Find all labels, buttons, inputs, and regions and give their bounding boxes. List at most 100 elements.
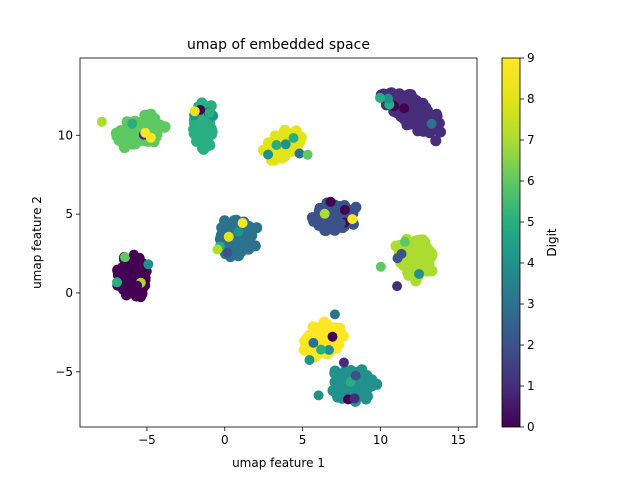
data-point bbox=[350, 370, 361, 381]
data-point bbox=[392, 253, 403, 264]
data-point bbox=[96, 116, 107, 127]
data-point bbox=[280, 139, 291, 150]
data-point bbox=[118, 132, 130, 143]
cluster-digit-6 bbox=[96, 108, 171, 154]
data-point bbox=[308, 337, 319, 348]
data-point bbox=[128, 249, 139, 260]
colorbar-tick-label: 8 bbox=[527, 92, 535, 106]
data-point bbox=[325, 196, 336, 207]
x-tick-label: 0 bbox=[221, 433, 229, 447]
colorbar bbox=[501, 57, 521, 428]
data-point bbox=[375, 261, 386, 272]
data-point bbox=[237, 218, 248, 228]
data-point bbox=[347, 214, 358, 225]
data-point bbox=[243, 232, 255, 244]
data-point bbox=[336, 218, 346, 229]
data-point bbox=[145, 132, 156, 143]
data-point bbox=[383, 93, 394, 104]
data-point bbox=[412, 114, 424, 125]
data-point bbox=[414, 269, 425, 279]
colorbar-tick-label: 1 bbox=[527, 379, 535, 393]
data-point bbox=[127, 118, 138, 129]
data-point bbox=[423, 263, 435, 275]
data-point bbox=[435, 126, 446, 138]
y-tick-label: 5 bbox=[65, 207, 73, 221]
colorbar-tick-label: 2 bbox=[527, 338, 535, 352]
x-tick-label: 10 bbox=[373, 433, 388, 447]
chart-title: umap of embedded space bbox=[187, 37, 370, 53]
data-point bbox=[204, 107, 215, 118]
data-point bbox=[319, 208, 330, 219]
x-tick-label: 15 bbox=[451, 433, 466, 447]
data-point bbox=[349, 393, 360, 404]
data-point bbox=[120, 252, 130, 263]
data-point bbox=[222, 247, 233, 258]
data-point bbox=[426, 118, 437, 129]
data-point bbox=[124, 269, 136, 281]
data-point bbox=[138, 267, 150, 279]
data-point bbox=[392, 281, 403, 292]
data-point bbox=[410, 253, 422, 264]
y-tick-label: 0 bbox=[65, 286, 73, 300]
y-tick-label: −5 bbox=[55, 365, 73, 379]
data-point bbox=[316, 344, 326, 355]
data-point bbox=[339, 204, 350, 215]
data-point bbox=[198, 127, 210, 139]
data-point bbox=[318, 215, 330, 227]
plot-frame bbox=[79, 57, 478, 428]
points-layer bbox=[96, 87, 446, 407]
cluster-digit-4 bbox=[313, 357, 383, 407]
data-point bbox=[271, 140, 282, 150]
data-point bbox=[120, 279, 132, 291]
data-point bbox=[313, 390, 324, 401]
data-point bbox=[189, 106, 200, 117]
data-point bbox=[317, 329, 329, 341]
data-point bbox=[112, 277, 122, 288]
data-point bbox=[430, 135, 442, 147]
data-point bbox=[204, 139, 216, 151]
x-tick-label: −5 bbox=[138, 433, 156, 447]
data-point bbox=[361, 370, 373, 381]
cluster-digit-3 bbox=[212, 214, 263, 263]
data-point bbox=[327, 213, 339, 225]
data-point bbox=[423, 245, 435, 257]
y-tick-label: 10 bbox=[58, 128, 73, 142]
colorbar-tick-label: 0 bbox=[527, 420, 535, 434]
cluster-digit-0 bbox=[112, 249, 154, 303]
data-point bbox=[409, 240, 421, 252]
data-point bbox=[212, 244, 223, 255]
cluster-digit-5 bbox=[188, 97, 219, 155]
data-point bbox=[401, 257, 413, 269]
data-point bbox=[294, 148, 305, 159]
colorbar-tick-label: 5 bbox=[527, 215, 535, 229]
cluster-digit-8 bbox=[258, 124, 313, 166]
data-point bbox=[331, 383, 343, 394]
colorbar-tick-label: 4 bbox=[527, 256, 535, 270]
x-axis-label: umap feature 1 bbox=[232, 456, 325, 470]
data-point bbox=[357, 388, 369, 400]
data-point bbox=[233, 226, 244, 237]
data-point bbox=[399, 236, 410, 247]
cluster-digit-7 bbox=[375, 233, 438, 292]
data-point bbox=[327, 331, 338, 342]
data-point bbox=[263, 149, 274, 160]
data-point bbox=[140, 118, 150, 129]
colorbar-label: Digit bbox=[545, 228, 559, 257]
y-axis: −5 0 5 10 bbox=[55, 128, 80, 379]
data-point bbox=[302, 149, 313, 160]
cluster-digit-9 bbox=[298, 309, 349, 365]
data-point bbox=[304, 355, 315, 365]
cluster-digit-1 bbox=[375, 87, 446, 147]
data-point bbox=[132, 280, 143, 291]
data-point bbox=[329, 309, 340, 320]
x-tick-label: 5 bbox=[299, 433, 307, 447]
data-point bbox=[401, 119, 413, 131]
data-point bbox=[233, 236, 245, 248]
data-point bbox=[329, 224, 341, 236]
x-axis: −5 0 5 10 15 bbox=[138, 427, 466, 447]
colorbar-tick-label: 6 bbox=[527, 174, 535, 188]
data-point bbox=[399, 103, 410, 114]
cluster-digit-2 bbox=[306, 196, 362, 237]
data-point bbox=[375, 92, 386, 103]
